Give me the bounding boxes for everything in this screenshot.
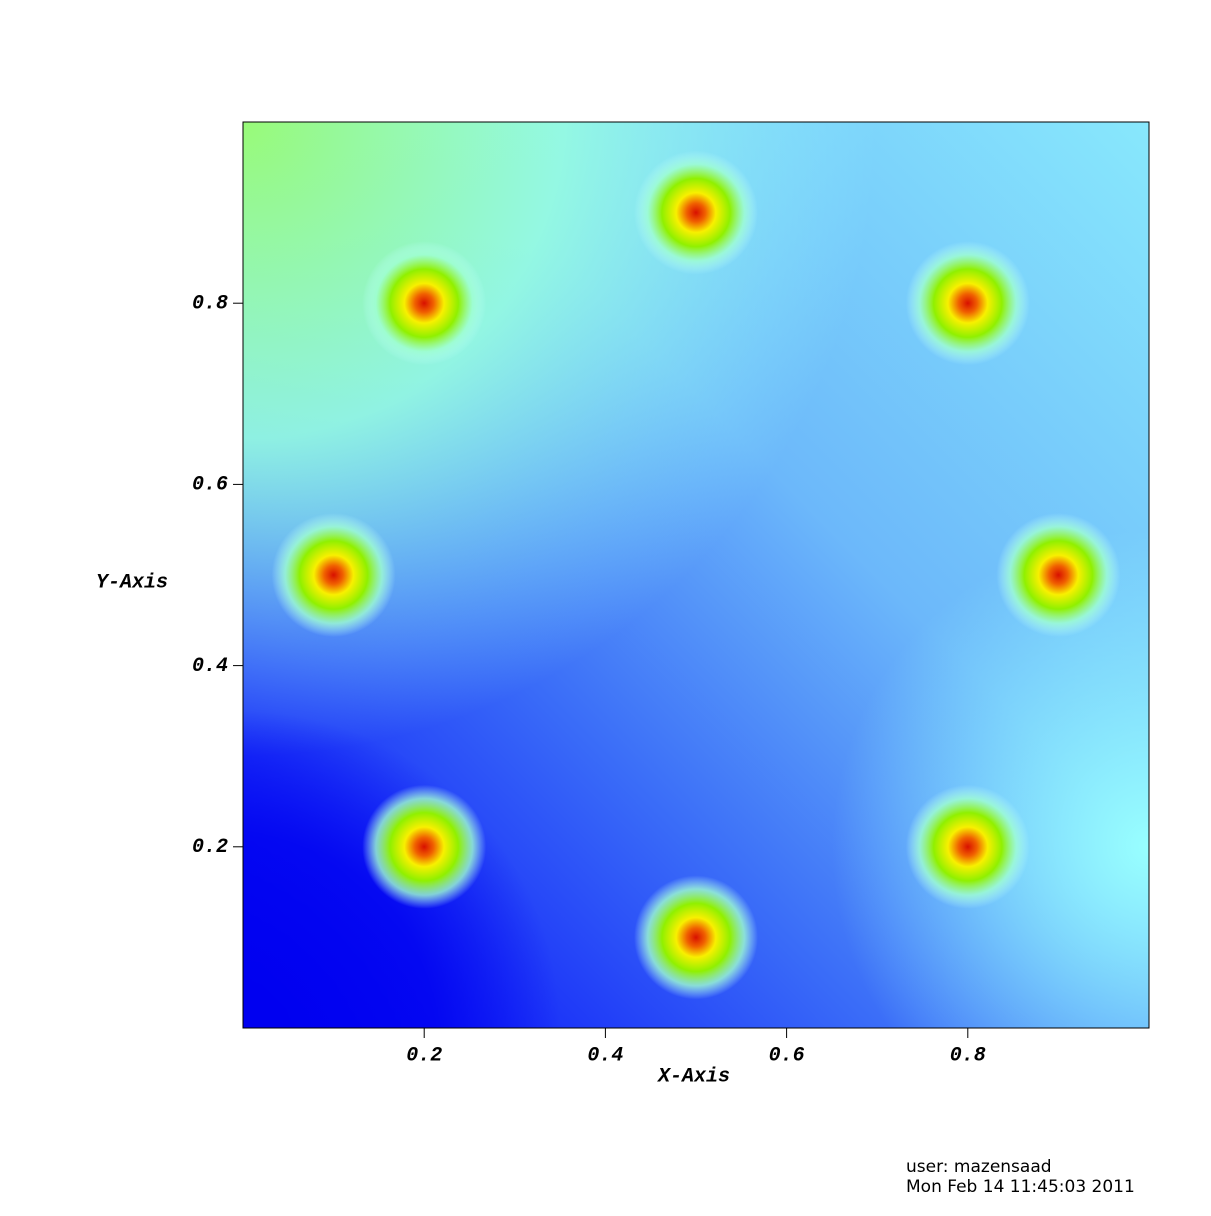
user-text: user: mazensaad [906,1157,1052,1177]
peak [634,150,758,275]
y-tick-label: 0.8 [192,292,228,315]
peak [271,513,396,637]
peak [996,513,1121,637]
peak [905,784,1030,909]
x-tick-label: 0.4 [587,1044,623,1067]
plot-frame [242,121,1150,1029]
peak [634,875,758,1000]
x-axis-label: X-Axis [656,1065,730,1088]
y-tick-label: 0.6 [192,474,228,497]
y-axis-label: Y-Axis [96,571,168,594]
peak [905,241,1030,366]
peak [362,241,487,366]
x-tick-label: 0.8 [950,1044,986,1067]
date-text: Mon Feb 14 11:45:03 2011 [906,1177,1135,1197]
y-tick-label: 0.2 [192,836,228,859]
x-tick-label: 0.6 [769,1044,805,1067]
y-tick-label: 0.4 [192,655,228,678]
x-tick-label: 0.2 [406,1044,442,1067]
peak [362,784,487,909]
